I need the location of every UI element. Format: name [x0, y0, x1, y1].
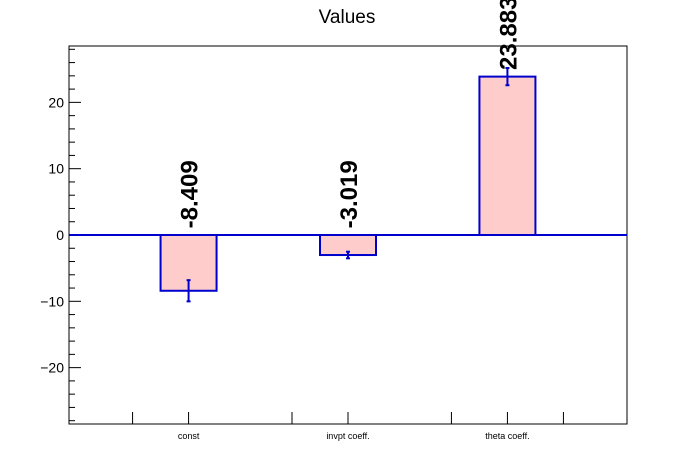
x-tick-label: const [178, 431, 200, 441]
value-labels: -8.409 -3.019 23.883 [177, 0, 523, 228]
error-bars [186, 66, 510, 303]
bar [478, 75, 537, 236]
y-tick-label: 10 [48, 161, 64, 177]
value-label: -8.409 [177, 160, 204, 228]
y-tick-label: −20 [40, 360, 64, 376]
y-tick-label: 20 [48, 94, 64, 110]
chart-title: Values [319, 7, 376, 28]
y-tick-label: 0 [56, 227, 64, 243]
value-label: -3.019 [336, 160, 363, 228]
value-label: 23.883 [495, 0, 522, 70]
x-tick-label: theta coeff. [485, 431, 529, 441]
x-tick-label: invpt coeff. [326, 431, 369, 441]
bars [159, 75, 537, 292]
y-tick-labels: −20 −10 0 10 20 [40, 94, 64, 375]
axis-ticks [69, 48, 564, 424]
y-tick-label: −10 [40, 293, 64, 309]
x-tick-labels: const invpt coeff. theta coeff. [178, 431, 530, 441]
